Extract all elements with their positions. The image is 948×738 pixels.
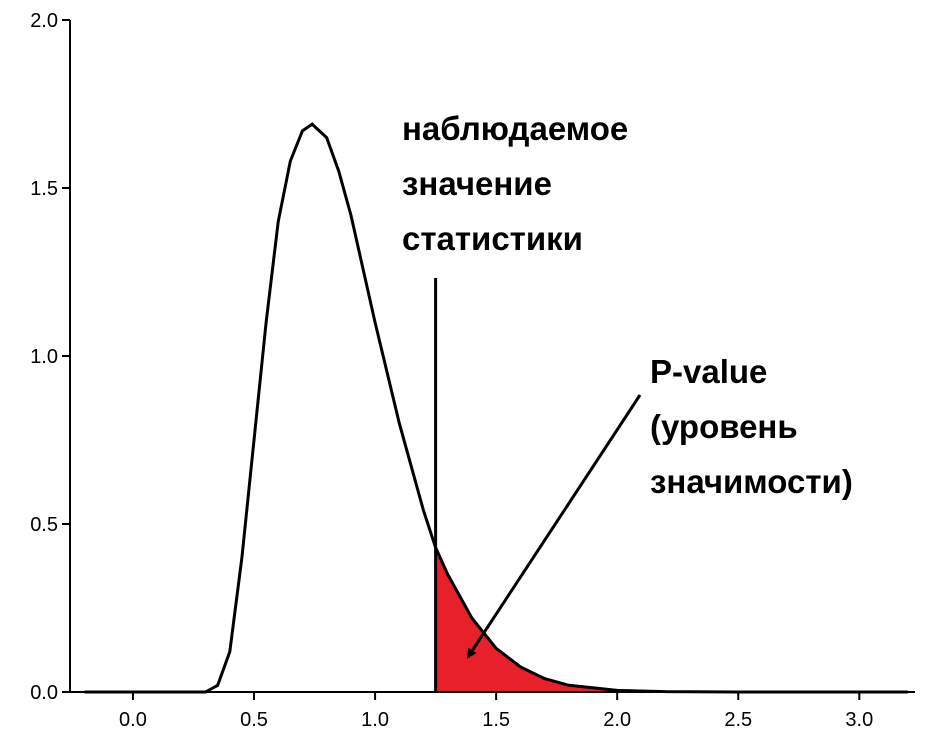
x-tick-label: 1.0 (361, 709, 389, 731)
y-tick-label: 1.5 (30, 178, 58, 200)
y-tick-label: 1.0 (30, 346, 58, 368)
x-tick-label: 1.5 (482, 709, 510, 731)
arrow (466, 394, 642, 659)
x-tick-label: 0.5 (240, 709, 268, 731)
p-value-area (435, 547, 908, 692)
x-tick-label: 0.0 (119, 709, 147, 731)
y-tick-label: 0.0 (30, 682, 58, 704)
density-curve (84, 122, 908, 694)
annotation: (уровень (650, 408, 798, 445)
x-tick-label: 2.0 (603, 709, 631, 731)
x-tick-label: 2.5 (724, 709, 752, 731)
y-tick-label: 0.5 (30, 514, 58, 536)
annotation: P-value (650, 353, 767, 390)
annotation: статистики (402, 220, 583, 257)
annotation: значимости) (650, 463, 853, 500)
annotation: значение (402, 165, 552, 202)
y-tick-label: 2.0 (30, 10, 58, 32)
annotation: наблюдаемое (402, 110, 628, 147)
x-tick-label: 3.0 (845, 709, 873, 731)
